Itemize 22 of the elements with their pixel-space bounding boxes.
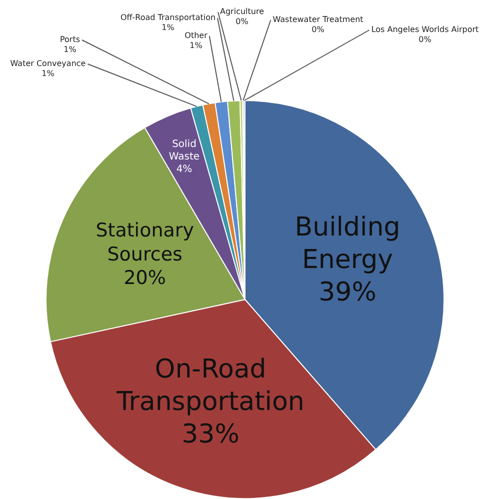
data-label: 39%	[318, 277, 376, 308]
slice-label: Agriculture	[220, 7, 264, 16]
slice-label: Los Angeles Worlds Airport	[371, 25, 479, 34]
slice-label: Solid Waste	[168, 138, 200, 162]
slice-label: Water Conveyance	[10, 59, 86, 68]
slice-label: Building Energy	[294, 212, 400, 275]
slice-label: On-Road Transportation	[116, 354, 304, 418]
slice-label: Ports	[60, 35, 80, 44]
data-label: 0%	[236, 17, 249, 26]
data-label: 20%	[124, 267, 166, 290]
data-label: 0%	[418, 35, 432, 44]
slice-label: Stationary Sources	[96, 220, 194, 266]
data-label: 1%	[64, 45, 77, 54]
slice-label: Wastewater Treatment	[272, 15, 364, 24]
slice-label: Other	[184, 31, 208, 40]
data-label: 0%	[312, 25, 325, 34]
data-label: 33%	[182, 420, 240, 450]
data-label: 1%	[190, 41, 203, 50]
data-label: 1%	[162, 23, 175, 32]
data-label: 4%	[176, 164, 192, 175]
data-label: 1%	[42, 69, 55, 78]
slice-label: Off-Road Transportation	[120, 13, 216, 22]
